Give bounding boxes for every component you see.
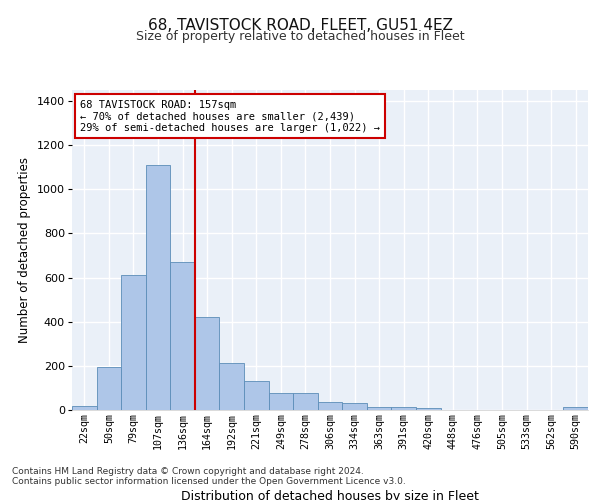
Bar <box>293 394 318 410</box>
Bar <box>97 367 121 410</box>
Text: Contains public sector information licensed under the Open Government Licence v3: Contains public sector information licen… <box>12 478 406 486</box>
Bar <box>367 406 391 410</box>
Bar <box>72 406 97 410</box>
Bar <box>121 276 146 410</box>
Bar <box>416 408 440 410</box>
Bar <box>170 262 195 410</box>
Text: 68, TAVISTOCK ROAD, FLEET, GU51 4EZ: 68, TAVISTOCK ROAD, FLEET, GU51 4EZ <box>148 18 452 32</box>
Bar <box>269 394 293 410</box>
Bar <box>342 404 367 410</box>
Bar <box>244 382 269 410</box>
Text: Size of property relative to detached houses in Fleet: Size of property relative to detached ho… <box>136 30 464 43</box>
Text: 68 TAVISTOCK ROAD: 157sqm
← 70% of detached houses are smaller (2,439)
29% of se: 68 TAVISTOCK ROAD: 157sqm ← 70% of detac… <box>80 100 380 133</box>
Bar <box>318 402 342 410</box>
X-axis label: Distribution of detached houses by size in Fleet: Distribution of detached houses by size … <box>181 490 479 500</box>
Bar <box>391 408 416 410</box>
Bar <box>195 318 220 410</box>
Bar <box>563 407 588 410</box>
Y-axis label: Number of detached properties: Number of detached properties <box>19 157 31 343</box>
Bar <box>220 362 244 410</box>
Bar <box>146 165 170 410</box>
Text: Contains HM Land Registry data © Crown copyright and database right 2024.: Contains HM Land Registry data © Crown c… <box>12 468 364 476</box>
